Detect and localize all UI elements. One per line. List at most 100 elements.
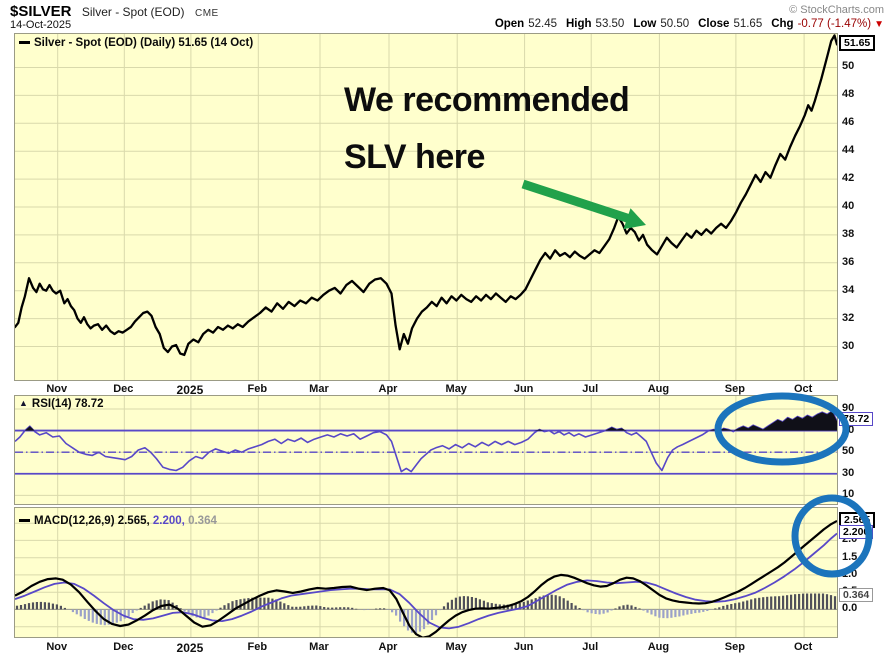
macd-signal-line bbox=[15, 532, 837, 630]
hist-bar bbox=[666, 609, 669, 619]
rsi-area-icon: ▲ bbox=[19, 398, 28, 408]
hist-bar bbox=[27, 603, 31, 610]
price-legend-label: Silver - Spot (EOD) (Daily) 51.65 (14 Oc… bbox=[34, 37, 254, 49]
hist-bar bbox=[794, 594, 797, 610]
hist-bar bbox=[339, 607, 342, 610]
hist-bar bbox=[59, 605, 62, 610]
hist-bar bbox=[191, 609, 194, 617]
x-axis-month-label: Mar bbox=[309, 641, 329, 653]
hist-bar bbox=[758, 597, 761, 610]
hist-bar bbox=[810, 593, 813, 610]
hist-bar bbox=[263, 597, 266, 610]
hist-bar bbox=[399, 609, 402, 622]
hist-bar bbox=[486, 602, 489, 610]
y-axis-tick-label: 46 bbox=[842, 116, 855, 129]
y-axis-tick-label: 42 bbox=[842, 172, 855, 185]
hist-bar bbox=[51, 603, 54, 610]
hist-bar bbox=[658, 609, 661, 618]
hist-bar bbox=[702, 609, 705, 612]
hist-bar bbox=[287, 605, 290, 610]
hist-bar bbox=[566, 600, 569, 610]
x-axis-month-label: Dec bbox=[113, 383, 134, 395]
hist-bar bbox=[363, 609, 366, 611]
hist-bar bbox=[790, 594, 793, 610]
hist-bar bbox=[95, 609, 98, 624]
hist-bar bbox=[634, 606, 637, 610]
annotation-line-1: We recommended bbox=[344, 81, 630, 119]
hist-bar bbox=[55, 604, 58, 610]
hist-bar bbox=[123, 609, 126, 619]
hist-bar bbox=[235, 600, 238, 610]
hist-bar bbox=[734, 603, 737, 610]
hist-bar bbox=[482, 600, 485, 610]
hist-bar bbox=[766, 596, 769, 610]
hist-bar bbox=[183, 609, 186, 612]
rsi-legend: ▲ RSI(14) 78.72 bbox=[19, 398, 104, 410]
hist-bar bbox=[590, 609, 593, 614]
hist-bar bbox=[63, 607, 66, 610]
hist-bar bbox=[335, 607, 338, 610]
last-value-tag: 0.364 bbox=[839, 587, 874, 602]
hist-bar bbox=[610, 609, 613, 611]
x-axis-month-label: Oct bbox=[793, 383, 813, 395]
hist-bar bbox=[179, 608, 182, 610]
hist-bar bbox=[299, 606, 302, 610]
hist-bar bbox=[410, 609, 414, 633]
hist-bar bbox=[522, 601, 525, 610]
hist-bar bbox=[255, 597, 258, 610]
y-axis-tick-label: 10 bbox=[842, 488, 855, 501]
rsi-line bbox=[15, 410, 837, 473]
hist-bar bbox=[542, 595, 545, 610]
hist-bar bbox=[746, 600, 749, 610]
hist-bar bbox=[251, 597, 254, 610]
hist-bar bbox=[75, 609, 78, 615]
x-axis-month-label: May bbox=[445, 641, 467, 653]
x-axis-month-label: Aug bbox=[647, 641, 670, 653]
hist-bar bbox=[367, 609, 370, 610]
hist-bar bbox=[722, 605, 725, 610]
macd-indicator-panel[interactable] bbox=[14, 507, 838, 638]
hist-bar bbox=[319, 606, 322, 610]
quote-label: Open bbox=[494, 18, 525, 30]
hist-bar bbox=[195, 609, 198, 618]
hist-bar bbox=[718, 607, 721, 610]
y-axis-tick-label: 50 bbox=[842, 60, 855, 73]
hist-bar bbox=[478, 599, 481, 610]
quote-value: 50.50 bbox=[660, 18, 690, 30]
hist-bar bbox=[127, 609, 130, 617]
hist-bar bbox=[47, 602, 50, 610]
hist-bar bbox=[570, 603, 573, 610]
hist-bar bbox=[143, 605, 146, 610]
price-chart-panel[interactable] bbox=[14, 33, 838, 381]
x-axis-month-label: Mar bbox=[309, 383, 329, 395]
x-axis-month-label: 2025 bbox=[176, 641, 204, 655]
hist-bar bbox=[626, 604, 629, 610]
hist-bar bbox=[259, 597, 262, 610]
hist-bar bbox=[694, 609, 697, 614]
hist-bar bbox=[403, 609, 406, 627]
price-line-swatch-icon bbox=[19, 41, 30, 44]
hist-bar bbox=[323, 607, 326, 610]
hist-bar bbox=[470, 597, 473, 610]
hist-bar bbox=[422, 609, 426, 630]
rsi-indicator-panel[interactable] bbox=[14, 395, 838, 505]
x-axis-month-label: Sep bbox=[724, 641, 745, 653]
hist-bar bbox=[391, 609, 394, 613]
y-axis-tick-label: 1.5 bbox=[842, 550, 858, 563]
hist-bar bbox=[295, 606, 298, 610]
hist-bar bbox=[510, 604, 513, 610]
annotation-line-2: SLV here bbox=[344, 138, 485, 176]
hist-bar bbox=[614, 608, 617, 610]
macd-legend-signal-value: 2.200, bbox=[152, 515, 185, 527]
exchange-label: CME bbox=[195, 8, 219, 19]
hist-bar bbox=[638, 608, 641, 610]
quote-value: 52.45 bbox=[528, 18, 557, 30]
hist-bar bbox=[698, 609, 701, 613]
y-axis-tick-label: 36 bbox=[842, 255, 855, 268]
x-axis-month-label: May bbox=[445, 383, 467, 395]
hist-bar bbox=[466, 596, 469, 610]
hist-bar bbox=[430, 609, 434, 620]
hist-bar bbox=[770, 596, 773, 610]
y-axis-tick-label: 30 bbox=[842, 339, 855, 352]
quote-value: 53.50 bbox=[595, 18, 625, 30]
